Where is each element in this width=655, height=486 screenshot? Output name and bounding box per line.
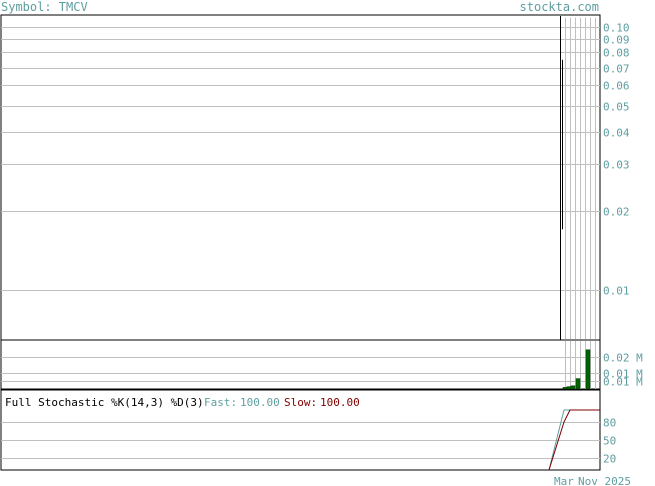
- fast-value: 100.00: [240, 396, 280, 409]
- price-tick-label: 0.04: [603, 127, 630, 140]
- price-tick-label: 0.02: [603, 206, 630, 219]
- x-axis-date-label-2: Nov 2025: [578, 475, 631, 486]
- price-gridlines: [1, 27, 600, 291]
- volume-bars: [562, 349, 591, 390]
- volume-tick-label: 0.02 M: [603, 352, 643, 365]
- site-name[interactable]: stockta.com: [519, 0, 599, 14]
- stochastic-tick-label: 80: [603, 417, 616, 430]
- stochastic-series: [548, 409, 600, 471]
- symbol-label: Symbol: TMCV: [1, 0, 88, 14]
- price-panel: [0, 14, 601, 341]
- price-axis: 0.100.090.08 0.07 0.06 0.05 0.04 0.03 0.02 0.01: [603, 22, 630, 298]
- fast-label: Fast:: [204, 396, 237, 409]
- price-tick-label: 0.05: [603, 101, 630, 114]
- price-tick-label: 0.03: [603, 159, 630, 172]
- volume-axis: 0.02 M 0.01 M0.01 M: [603, 352, 643, 389]
- volume-bar: [585, 349, 591, 390]
- price-tick-label: 0.01: [603, 285, 630, 298]
- stochastic-slow-line: [548, 409, 600, 471]
- price-tick-label: 0.09: [603, 34, 630, 47]
- stochastic-axis: 80 50 20: [603, 417, 616, 466]
- volume-bar: [566, 386, 572, 390]
- volume-bar: [570, 385, 576, 390]
- volume-bar: [562, 387, 568, 390]
- stochastic-title: Full Stochastic %K(14,3) %D(3): [5, 396, 204, 409]
- price-tick-label: 0.10: [603, 22, 630, 35]
- volume-panel: [0, 339, 601, 390]
- stochastic-tick-label: 20: [603, 453, 616, 466]
- slow-label: Slow:: [284, 396, 317, 409]
- volume-bar: [575, 378, 581, 390]
- volume-vertical-gridlines: [565, 341, 596, 389]
- volume-tick-label: 0.01 M: [603, 368, 643, 381]
- stochastic-panel: [0, 389, 601, 471]
- volume-gridlines: [1, 357, 600, 382]
- x-axis-date-label-1: Mar: [554, 475, 574, 486]
- stochastic-gridlines: [1, 422, 600, 459]
- stochastic-tick-label: 50: [603, 435, 616, 448]
- volume-tick-label: 0.01 M: [603, 376, 643, 389]
- slow-value: 100.00: [320, 396, 360, 409]
- price-tick-label: 0.07: [603, 63, 630, 76]
- price-tick-label: 0.08: [603, 47, 630, 60]
- price-tick-label: 0.06: [603, 80, 630, 93]
